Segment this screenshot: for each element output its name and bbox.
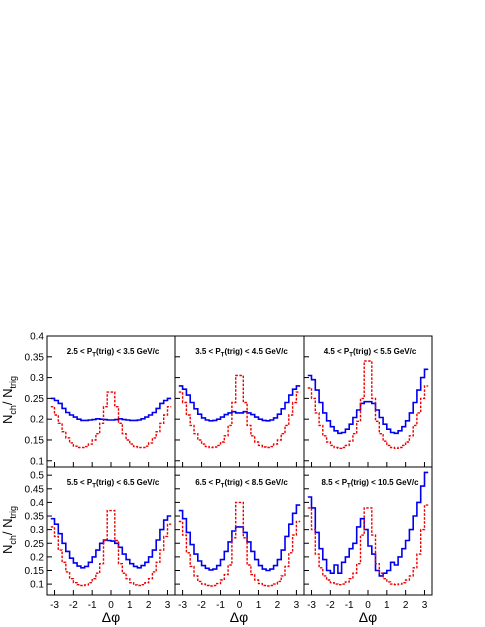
x-tick-label: 0 <box>237 600 243 611</box>
y-tick-label: 0.25 <box>25 394 45 405</box>
y-axis-title-2: Nch/ Ntrig <box>0 506 18 554</box>
y-tick-label: 0.15 <box>25 435 45 446</box>
x-axis-title-3: Δφ <box>359 609 377 625</box>
x-tick-label: 2 <box>275 600 281 611</box>
x-tick-label: -1 <box>216 600 225 611</box>
y-tick-label: 0.1 <box>30 580 44 591</box>
x-tick-label: -3 <box>178 600 187 611</box>
red-series-line-2 <box>178 374 301 449</box>
panel-label-4: 5.5 < PT(trig) < 6.5 GeV/c <box>67 478 160 490</box>
x-tick-label: 3 <box>422 600 428 611</box>
y-tick-label: 0.2 <box>30 415 44 426</box>
red-series-line-5 <box>178 501 301 587</box>
panel-4: 0.1 0.15 0.2 0.25 0.3 0.35 0.4 0.45 0.5 -3 -2 -1 0 1 2… <box>25 466 176 611</box>
blue-series-line-4 <box>50 515 172 569</box>
panel-2: 3.5 < PT(trig) < 4.5 GeV/c <box>174 335 305 468</box>
y-tick-label: 0.1 <box>30 456 44 467</box>
y-axis-titles: Nch/ Ntrig Nch/ Ntrig <box>0 376 18 554</box>
y-tick-label: 0.2 <box>30 552 44 563</box>
y-tick-label: 0.3 <box>30 373 44 384</box>
blue-series-line-5 <box>178 504 301 572</box>
y-tick-label: 0.25 <box>25 539 45 550</box>
y-tick-label: 0.4 <box>30 332 44 343</box>
panel-label-3: 4.5 < PT(trig) < 5.5 GeV/c <box>324 347 417 359</box>
y-tick-label: 0.4 <box>30 498 44 509</box>
y-tick-label: 0.35 <box>25 512 45 523</box>
x-tick-label: -2 <box>326 600 335 611</box>
red-series-line-6 <box>307 504 429 586</box>
panel-label-6: 8.5 < PT(trig) < 10.5 GeV/c <box>321 478 419 490</box>
y-tick-label: 0.45 <box>25 484 45 495</box>
panel-label-1: 2.5 < PT(trig) < 3.5 GeV/c <box>67 347 160 359</box>
x-axis-title-2: Δφ <box>230 609 248 625</box>
red-series-line-4 <box>50 509 172 587</box>
red-series-line-3 <box>307 360 429 449</box>
red-series-line-1 <box>50 391 172 449</box>
blue-series-line-3 <box>307 368 429 435</box>
x-tick-label: 2 <box>146 600 152 611</box>
x-tick-label: 2 <box>403 600 409 611</box>
y-tick-label: 0.15 <box>25 566 45 577</box>
x-tick-label: 0 <box>108 600 114 611</box>
y-tick-label: 0.5 <box>30 471 44 482</box>
panels-group: 0.1 0.15 0.2 0.25 0.3 0.35 0.4 2.5 < PT(trig) <… <box>25 332 433 611</box>
x-tick-label: -2 <box>197 600 206 611</box>
x-tick-label: -3 <box>50 600 59 611</box>
x-tick-label: -1 <box>345 600 354 611</box>
y-tick-label: 0.3 <box>30 525 44 536</box>
panel-label-2: 3.5 < PT(trig) < 4.5 GeV/c <box>195 347 288 359</box>
panel-3: 4.5 < PT(trig) < 5.5 GeV/c <box>303 335 433 468</box>
blue-series-line-2 <box>178 385 301 422</box>
panel-6: -3 -2 -1 0 1 2 3 8.5 < PT(trig) < 10.5 GeV/c <box>303 466 433 611</box>
y-axis-title-1: Nch/ Ntrig <box>0 376 18 424</box>
x-tick-label: 3 <box>165 600 171 611</box>
x-tick-label: 1 <box>384 600 390 611</box>
x-tick-label: -2 <box>69 600 78 611</box>
x-tick-label: -3 <box>307 600 316 611</box>
panel-5: -3 -2 -1 0 1 2 3 6.5 < PT(trig) < 8.5 GeV/c <box>174 466 305 611</box>
x-tick-label: 1 <box>127 600 133 611</box>
x-tick-label: 0 <box>365 600 371 611</box>
blue-series-line-1 <box>50 397 172 422</box>
x-axis-titles: Δφ Δφ Δφ <box>102 609 377 625</box>
x-tick-label: 3 <box>294 600 300 611</box>
panel-1: 0.1 0.15 0.2 0.25 0.3 0.35 0.4 2.5 < PT(trig) <… <box>25 332 176 468</box>
blue-series-line-6 <box>307 471 429 577</box>
y-tick-label: 0.35 <box>25 352 45 363</box>
x-tick-label: -1 <box>88 600 97 611</box>
x-axis-title-1: Δφ <box>102 609 120 625</box>
x-tick-label: 1 <box>256 600 262 611</box>
panel-label-5: 6.5 < PT(trig) < 8.5 GeV/c <box>195 478 288 490</box>
